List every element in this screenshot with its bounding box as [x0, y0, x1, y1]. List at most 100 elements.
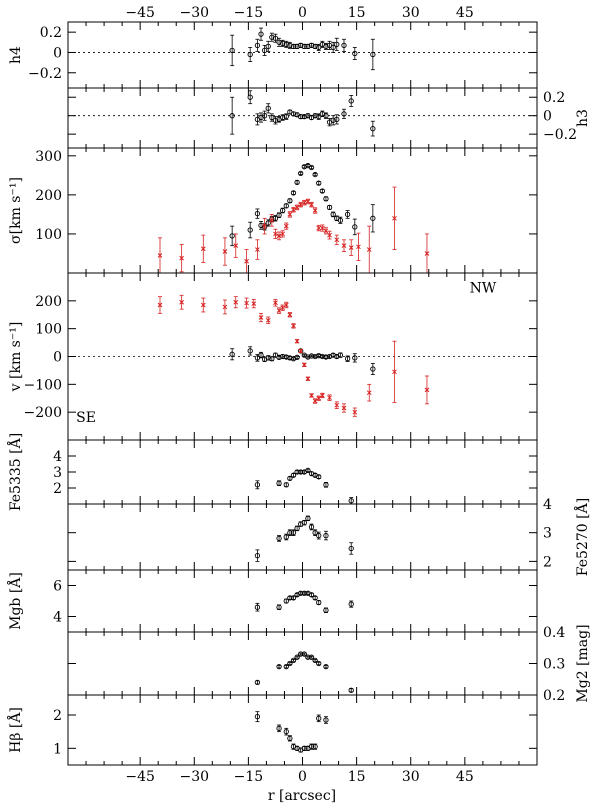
data-point — [283, 302, 289, 308]
data-point — [280, 114, 286, 121]
top-x-tick-label: 0 — [298, 5, 307, 21]
data-point — [255, 247, 260, 252]
data-point — [319, 393, 325, 398]
y-tick-label: 3 — [53, 465, 62, 481]
y-tick-label: 300 — [35, 149, 62, 165]
data-point — [287, 475, 293, 482]
data-point — [283, 354, 289, 360]
y-tick-label: 3 — [543, 526, 552, 542]
data-point — [341, 111, 347, 117]
bottom-x-tick-label: −30 — [179, 769, 209, 785]
data-point — [229, 47, 235, 54]
y-tick-label: 0.2 — [543, 688, 565, 704]
data-point — [254, 679, 261, 686]
data-point — [265, 355, 271, 361]
data-point — [301, 200, 307, 206]
data-point — [323, 354, 329, 360]
data-point — [229, 351, 235, 357]
data-point — [323, 43, 329, 50]
data-point — [312, 208, 318, 213]
data-point — [261, 113, 268, 119]
y-tick-label: 0 — [53, 350, 62, 366]
data-point — [323, 482, 329, 488]
y-tick-label: 4 — [543, 497, 552, 513]
panel-sigma: 100 200 300 σ[km s⁻¹] — [8, 147, 538, 274]
y-tick-label: 1 — [53, 741, 62, 757]
series-black — [254, 467, 354, 505]
data-point — [301, 520, 307, 526]
data-point — [316, 474, 322, 480]
bottom-x-tick-label: 15 — [348, 769, 366, 785]
y-tick-label: 6 — [53, 579, 62, 595]
data-point — [308, 42, 315, 49]
data-point — [348, 601, 354, 607]
data-point — [308, 592, 315, 598]
data-point — [287, 735, 293, 741]
y-axis-label-mgb: Mgb [Å] — [6, 572, 24, 630]
data-point — [301, 590, 307, 596]
data-point — [312, 43, 318, 50]
data-point — [334, 402, 340, 408]
data-point — [316, 532, 322, 539]
panel-fe5270: 2 3 4 Fe5270 [Å] — [67, 497, 591, 576]
data-point — [269, 356, 275, 362]
data-point — [287, 595, 293, 601]
panel-mgb: 4 6 Mgb [Å] — [6, 569, 538, 633]
data-point — [247, 348, 253, 354]
data-point — [308, 164, 315, 171]
data-point — [283, 598, 289, 604]
data-point — [280, 207, 286, 214]
data-point — [370, 366, 376, 372]
data-point — [298, 113, 304, 120]
y-tick-label: 2 — [53, 708, 62, 724]
data-point — [254, 42, 261, 49]
data-point — [283, 223, 289, 229]
data-point — [262, 223, 267, 229]
data-point — [283, 203, 289, 209]
data-point — [348, 245, 354, 250]
data-point — [316, 660, 322, 667]
y-axis-label-hbeta: Hβ [Å] — [6, 707, 24, 753]
series-black — [254, 651, 354, 693]
panel-frame — [67, 694, 538, 766]
panel-frame — [67, 631, 538, 696]
data-point — [316, 225, 322, 231]
bottom-x-axis: r [arcsec] −45 −30 −15 0 15 30 45 — [125, 769, 473, 804]
y-tick-label: 0.4 — [543, 625, 565, 641]
y-tick-label: 0 — [53, 45, 62, 61]
data-point — [251, 301, 257, 306]
data-point — [287, 42, 293, 49]
data-point — [179, 299, 184, 305]
data-point — [370, 51, 376, 58]
data-point — [290, 111, 297, 117]
data-point — [424, 251, 430, 256]
series-red — [157, 294, 430, 417]
data-point — [287, 530, 293, 536]
data-point — [200, 302, 206, 308]
y-tick-label: 2 — [543, 554, 552, 570]
data-point — [305, 199, 311, 204]
bottom-x-tick-label: 30 — [402, 769, 420, 785]
y-axis-label-h3: h3 — [575, 109, 591, 127]
top-x-tick-label: 30 — [402, 5, 420, 21]
top-x-axis: −45 −30 −15 0 15 30 45 — [125, 5, 473, 21]
data-point — [323, 607, 329, 613]
data-point — [301, 43, 307, 50]
data-point — [276, 664, 282, 670]
data-point — [276, 39, 282, 45]
data-point — [283, 41, 289, 47]
y-tick-label: 100 — [35, 322, 62, 338]
series-red — [157, 186, 430, 274]
panel-frame — [67, 503, 538, 571]
bottom-x-tick-label: 45 — [456, 769, 474, 785]
data-point — [323, 532, 329, 539]
data-point — [298, 348, 304, 354]
data-point — [254, 553, 261, 559]
data-point — [290, 657, 297, 663]
data-point — [312, 595, 318, 601]
data-point — [312, 744, 318, 750]
data-point — [341, 243, 347, 249]
panel-v: −200 −100 0 100 200 v [km s⁻¹] NW SE — [8, 272, 538, 441]
data-point — [283, 729, 289, 735]
